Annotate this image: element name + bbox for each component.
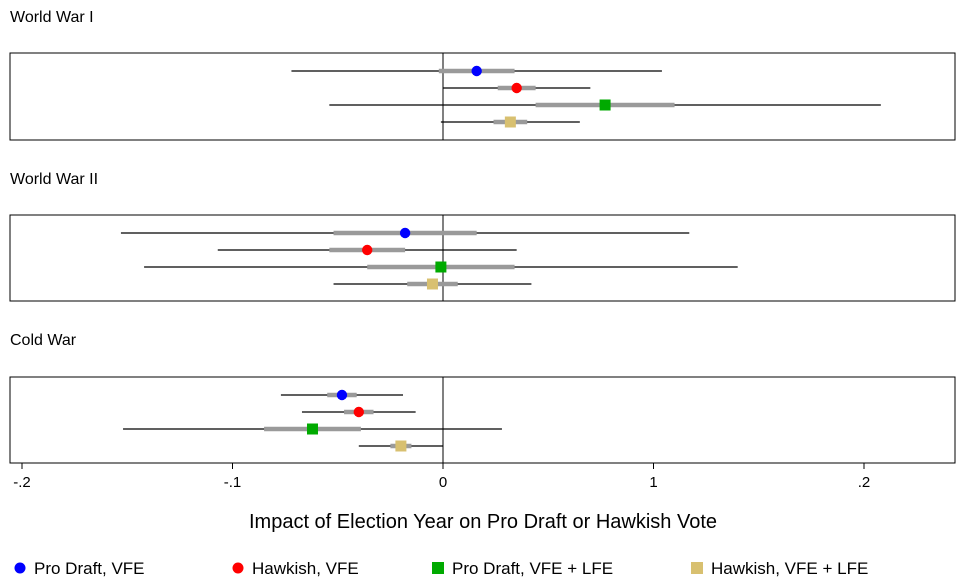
legend-item: Pro Draft, VFE [14,559,145,578]
legend-item: Hawkish, VFE + LFE [691,559,868,578]
point-estimate [599,99,611,111]
legend-item: Hawkish, VFE [232,559,359,578]
panel-title: World War I [10,9,94,26]
x-tick-label: 0 [439,474,447,491]
point-estimate [306,423,318,435]
x-tick-label: -.1 [224,474,242,491]
point-estimate [399,227,411,239]
panel-frame [9,52,956,141]
panel-frame [9,214,956,302]
point-estimate [504,116,516,128]
legend: Pro Draft, VFE Hawkish, VFE Pro Draft, VFE… [14,559,868,578]
point-estimate [471,65,482,77]
legend-label: Hawkish, VFE + LFE [711,559,868,578]
point-estimate [362,244,373,256]
x-tick-label: 1 [649,474,657,491]
point-estimate [353,406,364,418]
panel-1: World War I [9,9,956,141]
x-tick-label: .2 [858,474,871,491]
legend-label: Pro Draft, VFE + LFE [452,559,613,578]
point-estimate [435,261,447,273]
point-estimate [511,82,522,94]
legend-square-marker [691,562,703,574]
point-estimate [426,278,438,290]
panel-2: World War II [9,171,956,302]
panel-title: World War II [10,171,98,188]
legend-circle-marker [14,562,26,574]
panel-title: Cold War [10,332,77,349]
point-estimate [395,440,407,452]
legend-label: Pro Draft, VFE [34,559,145,578]
legend-label: Hawkish, VFE [252,559,359,578]
legend-circle-marker [232,562,244,574]
x-axis-label: Impact of Election Year on Pro Draft or … [249,511,717,533]
legend-square-marker [432,562,444,574]
point-estimate [336,389,348,401]
panel-frame [9,376,956,464]
legend-item: Pro Draft, VFE + LFE [432,559,613,578]
panel-3: Cold War [9,332,956,464]
x-tick-label: -.2 [13,474,31,491]
